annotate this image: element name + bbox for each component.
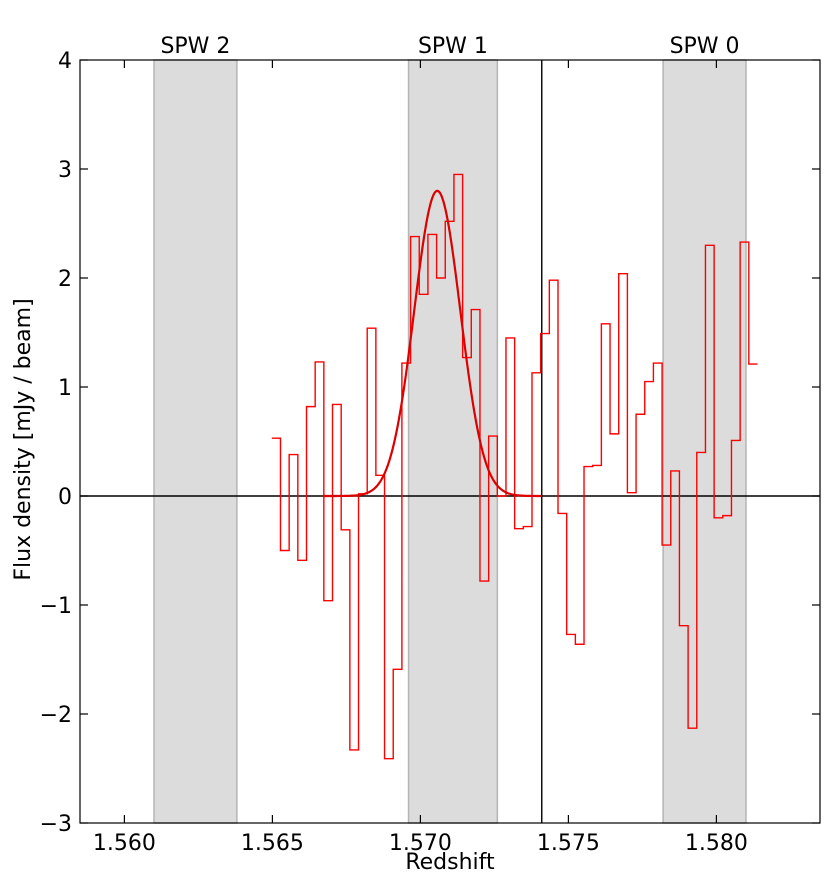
y-axis-label: Flux density [mJy / beam] <box>11 298 36 580</box>
y-tick-label: 0 <box>58 485 72 510</box>
series-layer <box>271 173 758 760</box>
x-tick-label: 1.580 <box>685 831 748 856</box>
x-tick-label: 1.560 <box>93 831 156 856</box>
spw-band-2 <box>662 59 747 824</box>
x-axis-label: Redshift <box>405 850 495 875</box>
spw-bands <box>153 59 747 824</box>
spw-label-0: SPW 2 <box>160 34 230 59</box>
y-tick-label: −2 <box>40 703 72 728</box>
x-tick-label: 1.570 <box>389 831 452 856</box>
y-tick-label: 4 <box>58 49 72 74</box>
y-tick-label: 1 <box>58 376 72 401</box>
y-tick-label: 3 <box>58 158 72 183</box>
plot-frame <box>79 59 821 824</box>
spw-label-1: SPW 1 <box>418 34 488 59</box>
spectrum-step-line <box>271 173 758 760</box>
gaussian-fit-line <box>322 189 542 498</box>
x-tick-label: 1.565 <box>241 831 304 856</box>
spw-band-0 <box>153 59 238 824</box>
spw-band-1 <box>407 59 499 824</box>
axis-ticks: 1.560 1.565 1.570 1.575 1.580 −3 −2 −1 0 1 2 3 4 <box>40 49 820 856</box>
x-tick-label: 1.575 <box>537 831 600 856</box>
spw-labels: SPW 2 SPW 1 SPW 0 <box>160 34 739 59</box>
spw-label-2: SPW 0 <box>670 34 740 59</box>
y-tick-label: −1 <box>40 594 72 619</box>
y-tick-label: 2 <box>58 267 72 292</box>
y-tick-label: −3 <box>40 812 72 837</box>
